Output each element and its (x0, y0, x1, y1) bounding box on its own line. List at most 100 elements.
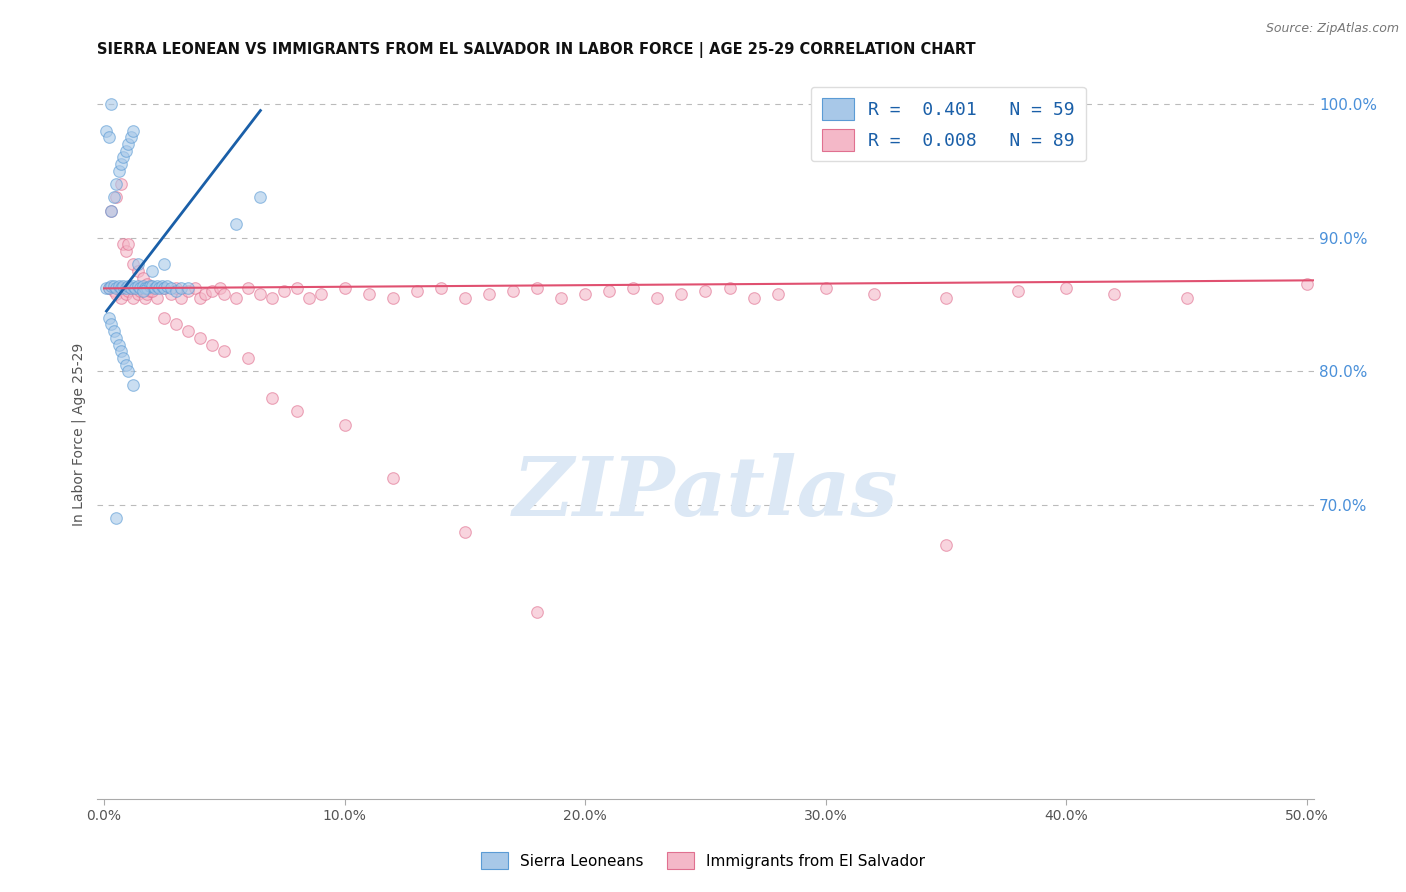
Point (107, 278, 129, 293)
Point (120, 130, 142, 145)
Point (208, 281, 231, 295)
Point (131, 284, 153, 298)
Point (188, 291, 211, 305)
Y-axis label: In Labor Force | Age 25-29: In Labor Force | Age 25-29 (72, 343, 86, 526)
Point (141, 284, 163, 298)
Point (1054, 281, 1077, 295)
Point (127, 257, 149, 271)
Point (96, 281, 118, 295)
Point (96, 123, 118, 137)
Point (201, 284, 224, 298)
Point (139, 284, 162, 298)
Point (695, 284, 717, 298)
Point (124, 281, 146, 295)
Point (1295, 277, 1317, 292)
Point (621, 281, 644, 295)
Point (141, 281, 163, 295)
Point (122, 123, 145, 137)
Point (100, 278, 122, 293)
Point (170, 281, 193, 295)
Point (110, 291, 132, 305)
Point (112, 237, 135, 252)
Legend: R =  0.401   N = 59, R =  0.008   N = 89: R = 0.401 N = 59, R = 0.008 N = 89 (811, 87, 1085, 161)
Point (112, 281, 135, 295)
Point (357, 286, 380, 301)
Point (863, 286, 886, 301)
Point (114, 281, 136, 295)
Point (574, 286, 596, 301)
Point (165, 284, 187, 298)
Point (177, 284, 200, 298)
Point (297, 291, 319, 305)
Point (381, 291, 404, 305)
Point (100, 96, 122, 111)
Point (214, 344, 236, 359)
Point (105, 511, 128, 525)
Point (124, 281, 146, 295)
Point (262, 391, 284, 405)
Point (153, 310, 176, 325)
Point (165, 281, 187, 295)
Point (143, 281, 166, 295)
Point (100, 203, 122, 218)
Point (141, 264, 163, 278)
Point (502, 284, 524, 298)
Point (114, 286, 136, 301)
Point (127, 286, 149, 301)
Point (139, 278, 162, 293)
Point (110, 281, 132, 295)
Point (454, 524, 477, 539)
Point (478, 286, 501, 301)
Point (598, 284, 620, 298)
Point (110, 344, 132, 359)
Point (103, 284, 125, 298)
Point (103, 278, 125, 293)
Point (285, 281, 308, 295)
Point (105, 281, 128, 295)
Point (153, 281, 176, 295)
Legend: Sierra Leoneans, Immigrants from El Salvador: Sierra Leoneans, Immigrants from El Salv… (474, 846, 932, 875)
Point (122, 278, 145, 293)
Point (153, 257, 176, 271)
Point (146, 278, 169, 293)
Point (105, 177, 128, 191)
Point (153, 281, 176, 295)
Point (117, 284, 139, 298)
Point (238, 281, 260, 295)
Point (150, 278, 173, 293)
Point (122, 377, 145, 392)
Point (550, 291, 572, 305)
Point (110, 157, 132, 171)
Point (333, 417, 356, 432)
Point (285, 404, 308, 418)
Point (129, 281, 152, 295)
Point (136, 286, 159, 301)
Point (526, 281, 548, 295)
Point (184, 281, 207, 295)
Text: SIERRA LEONEAN VS IMMIGRANTS FROM EL SALVADOR IN LABOR FORCE | AGE 25-29 CORRELA: SIERRA LEONEAN VS IMMIGRANTS FROM EL SAL… (97, 42, 976, 58)
Text: ZIPatlas: ZIPatlas (513, 453, 898, 533)
Point (117, 136, 139, 151)
Point (127, 278, 149, 293)
Point (112, 278, 135, 293)
Point (170, 291, 193, 305)
Point (177, 281, 200, 295)
Point (225, 217, 247, 231)
Point (107, 337, 129, 351)
Point (194, 286, 217, 301)
Point (127, 264, 149, 278)
Point (647, 291, 669, 305)
Point (935, 291, 957, 305)
Point (160, 281, 183, 295)
Point (117, 364, 139, 378)
Point (238, 351, 260, 365)
Point (188, 331, 211, 345)
Point (201, 337, 224, 351)
Point (134, 281, 156, 295)
Point (671, 286, 693, 301)
Point (814, 281, 837, 295)
Point (333, 281, 356, 295)
Point (1104, 286, 1126, 301)
Point (105, 190, 128, 204)
Point (117, 278, 139, 293)
